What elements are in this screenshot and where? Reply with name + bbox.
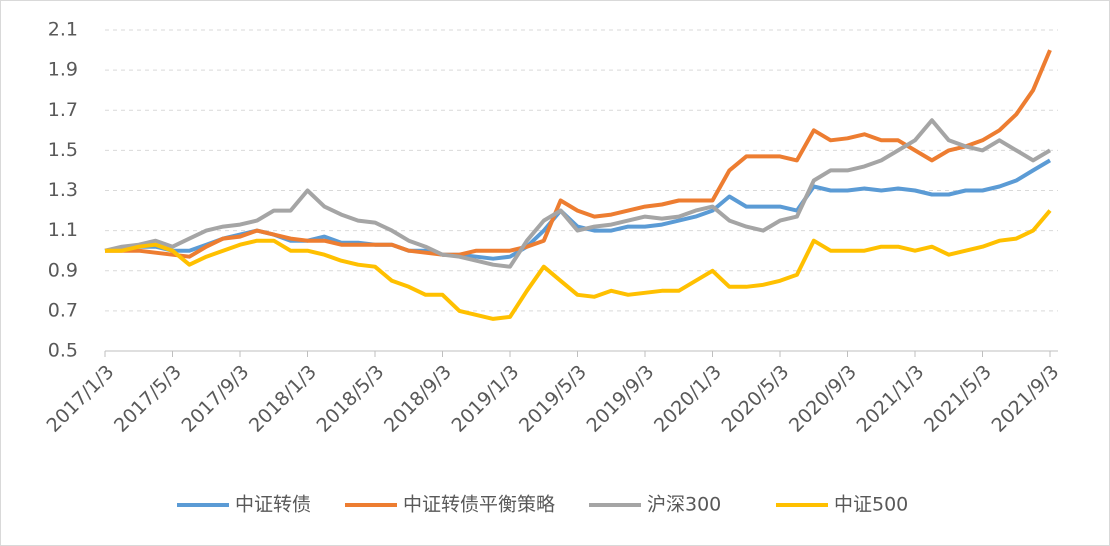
y-tick-label: 1.5 [48, 139, 78, 161]
y-tick-label: 0.7 [48, 299, 78, 321]
legend-label: 中证转债平衡策略 [403, 494, 555, 516]
series-line [105, 209, 1052, 321]
y-tick-label: 0.5 [48, 340, 78, 362]
series-line [105, 49, 1052, 259]
y-tick-label: 1.1 [48, 219, 78, 241]
legend-label: 中证500 [834, 494, 908, 516]
legend-label: 中证转债 [235, 494, 311, 516]
y-tick-label: 2.1 [48, 19, 78, 41]
legend-label: 沪深300 [647, 494, 721, 516]
y-tick-label: 1.7 [48, 99, 78, 121]
y-tick-label: 1.9 [48, 59, 78, 81]
y-tick-label: 0.9 [48, 259, 78, 281]
y-tick-label: 1.3 [48, 179, 78, 201]
series-line [104, 118, 1052, 269]
